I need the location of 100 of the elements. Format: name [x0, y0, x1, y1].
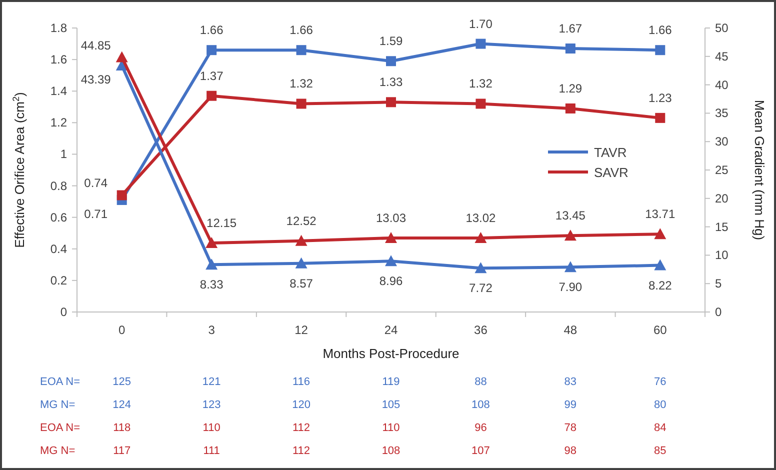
x-tick-label: 48	[564, 323, 578, 337]
point	[295, 257, 308, 268]
data-label: 1.32	[469, 76, 493, 91]
data-label: 1.23	[648, 90, 672, 105]
text: 121	[202, 376, 221, 388]
text: MG N=	[40, 399, 76, 411]
data-label: 1.29	[558, 81, 582, 96]
y-tick-label: 1.4	[50, 84, 68, 98]
data-label: 1.66	[200, 23, 224, 38]
text: 117	[113, 445, 131, 457]
data-label: 7.90	[558, 280, 582, 294]
y2-tick-label: 20	[715, 191, 729, 206]
y-tick-label: 0.6	[50, 210, 68, 224]
point	[565, 103, 576, 114]
y-tick-label: 1.2	[50, 116, 68, 130]
data-label: 13.02	[466, 211, 496, 226]
data-label: 1.32	[290, 76, 314, 91]
point	[654, 228, 666, 240]
text: 105	[382, 399, 400, 411]
point	[206, 236, 218, 248]
y2-tick-label: 0	[715, 305, 722, 319]
text: 83	[564, 376, 577, 388]
y-tick-label: 1.8	[50, 21, 68, 35]
data-label: 43.39	[80, 72, 112, 87]
data-label: 44.85	[80, 38, 112, 52]
data-label: 1.37	[200, 68, 224, 83]
y-tick-label: 0	[60, 305, 68, 319]
data-label: 1.67	[558, 22, 582, 36]
text: 116	[292, 376, 310, 388]
data-label: 0.74	[84, 176, 108, 190]
point	[206, 90, 217, 101]
y-tick-label: 0.8	[50, 178, 68, 193]
data-label: 12.52	[286, 214, 317, 228]
text: 112	[292, 422, 310, 434]
text: 112	[292, 445, 310, 457]
point	[386, 56, 396, 66]
legend-label: SAVR	[594, 165, 628, 180]
text: 78	[564, 422, 577, 434]
text: 118	[113, 422, 131, 434]
text: 110	[382, 422, 400, 434]
point	[206, 258, 218, 270]
y2-tick-label: 45	[715, 49, 729, 64]
data-label: 1.59	[379, 34, 403, 48]
point	[296, 45, 306, 56]
data-label: 8.33	[200, 278, 224, 292]
point	[654, 259, 666, 270]
point	[116, 190, 127, 200]
data-label: 0.71	[84, 206, 108, 221]
point	[655, 112, 666, 123]
text: 85	[654, 445, 666, 457]
point	[474, 232, 487, 244]
text: MG N=	[40, 445, 76, 457]
y2-tick-label: 25	[715, 163, 729, 177]
point	[564, 261, 576, 272]
y2-tick-label: 10	[715, 248, 729, 262]
point	[295, 234, 308, 246]
data-label: 8.57	[290, 276, 314, 290]
data-label: 13.03	[376, 210, 406, 225]
text: 84	[654, 422, 666, 434]
x-tick-label: 36	[474, 323, 488, 337]
text: 88	[474, 376, 487, 388]
y2-tick-label: 50	[715, 21, 729, 35]
point	[296, 98, 306, 109]
y2-tick-label: 40	[715, 78, 729, 92]
point	[386, 97, 396, 108]
y-tick-label: 0.2	[50, 273, 68, 288]
point	[476, 38, 486, 49]
data-label: 13.71	[645, 207, 676, 222]
text: 125	[112, 376, 132, 388]
x-tick-label: 3	[208, 323, 216, 337]
text: 96	[474, 422, 487, 434]
x-tick-label: 24	[384, 323, 398, 337]
text: EOA N=	[40, 376, 80, 388]
text: 107	[472, 445, 490, 457]
data-label: 13.45	[555, 208, 586, 223]
text: 124	[112, 399, 132, 411]
y2-tick-label: 5	[715, 276, 722, 291]
text: 120	[292, 399, 310, 411]
y2-tick-label: 30	[715, 134, 729, 149]
point	[385, 255, 397, 266]
text: 119	[382, 376, 400, 388]
point	[564, 230, 576, 241]
text: 123	[202, 399, 221, 411]
point	[116, 51, 128, 62]
x-tick-label: 60	[653, 323, 668, 337]
text: 108	[382, 445, 400, 457]
y2-tick-label: 15	[715, 220, 729, 234]
text: 98	[564, 445, 577, 457]
y-tick-label: 0.4	[50, 242, 68, 256]
text: 80	[654, 399, 666, 411]
point	[655, 45, 666, 56]
data-label: 8.22	[648, 278, 672, 292]
data-label: 7.72	[469, 281, 493, 296]
y2-axis-title: Mean Gradient (mm Hg)	[752, 100, 767, 240]
data-label: 12.15	[206, 216, 237, 230]
text: 110	[202, 422, 220, 434]
legend-label: TAVR	[594, 145, 627, 160]
text: 108	[472, 399, 490, 411]
text: 99	[564, 399, 577, 411]
point	[476, 98, 486, 109]
